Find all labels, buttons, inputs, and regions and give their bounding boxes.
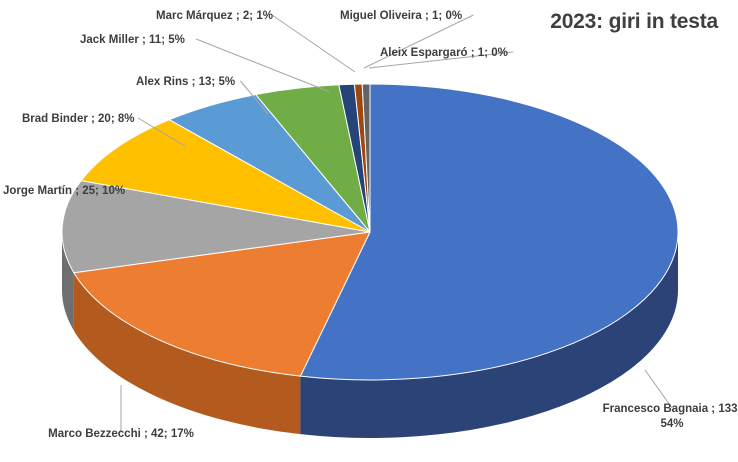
pie-slice[interactable]: [361, 83, 371, 233]
pie-slice-side: [73, 272, 301, 435]
data-label[interactable]: Jorge Martín ; 25; 10%: [3, 185, 125, 197]
leader-line: [363, 14, 474, 69]
pie-slice-side: [62, 232, 74, 331]
data-label[interactable]: Alex Rins ; 13; 5%: [136, 76, 235, 88]
leader-line: [130, 189, 141, 197]
leader-lines: [120, 14, 673, 433]
leader-line: [644, 369, 673, 409]
leader-line: [137, 117, 186, 147]
data-label[interactable]: Miguel Oliveira ; 1; 0%: [340, 10, 462, 22]
data-label[interactable]: Marco Bezzecchi ; 42; 17%: [48, 428, 194, 440]
data-label[interactable]: Jack Miller ; 11; 5%: [80, 34, 185, 46]
chart-title: 2023: giri in testa: [550, 10, 718, 33]
pie-slice[interactable]: [299, 83, 679, 381]
pie-slice[interactable]: [80, 119, 371, 233]
data-labels: Francesco Bagnaia ; 133; 54% Marco Bezzecc…: [3, 10, 738, 440]
leader-line: [271, 14, 356, 73]
data-label[interactable]: Francesco Bagnaia ; 133; 54%: [603, 403, 738, 430]
pie-slice-side: [300, 232, 678, 438]
leader-line: [368, 51, 514, 69]
data-label[interactable]: Marc Márquez ; 2; 1%: [156, 10, 273, 22]
leader-line: [195, 38, 331, 93]
leader-line: [240, 80, 269, 115]
data-label[interactable]: Brad Binder ; 20; 8%: [22, 113, 134, 125]
pie-slice[interactable]: [73, 231, 371, 377]
pie-slices: [61, 83, 679, 381]
pie-slice[interactable]: [61, 180, 371, 274]
data-label[interactable]: Aleix Espargaró ; 1; 0%: [380, 47, 508, 59]
